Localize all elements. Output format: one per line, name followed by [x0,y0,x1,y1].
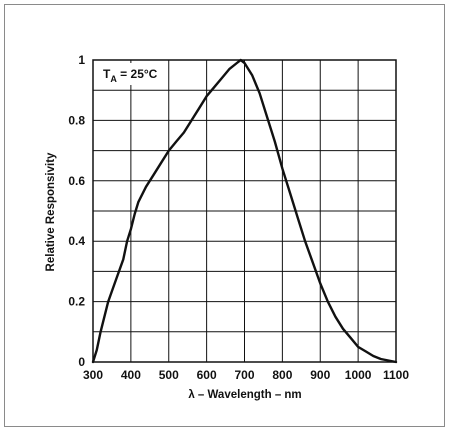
y-tick-label: 0.2 [68,295,85,309]
x-axis-label: λ – Wavelength – nm [188,389,301,401]
grid [93,60,396,362]
annotation-rest: = 25°C [117,67,158,81]
x-tick-labels: 300 400 500 600 700 800 900 1000 1100 [83,368,409,382]
plot-border [92,59,397,363]
x-tick-label: 900 [310,368,330,382]
y-tick-label: 0 [78,355,85,369]
annotation-main: T [103,67,111,81]
x-tick-label: 600 [197,368,217,382]
annotation-background [96,63,168,85]
x-tick-label: 500 [159,368,179,382]
y-tick-label: 0.4 [68,234,85,248]
annotation-subscript: A [110,74,117,84]
y-axis-label: Relative Responsivity [45,152,57,271]
x-tick-label: 400 [121,368,141,382]
x-tick-label: 700 [234,368,254,382]
responsivity-curve [91,58,398,364]
y-tick-labels: 0 0.2 0.4 0.6 0.8 1 [68,53,85,369]
y-tick-label: 0.6 [68,174,85,188]
x-tick-label: 1000 [345,368,372,382]
y-tick-label: 1 [78,53,85,67]
x-tick-label: 800 [272,368,292,382]
x-tick-label: 300 [83,368,103,382]
x-tick-label: 1100 [383,368,409,382]
y-tick-label: 0.8 [68,113,85,127]
temperature-annotation: TA = 25°C [103,67,158,84]
